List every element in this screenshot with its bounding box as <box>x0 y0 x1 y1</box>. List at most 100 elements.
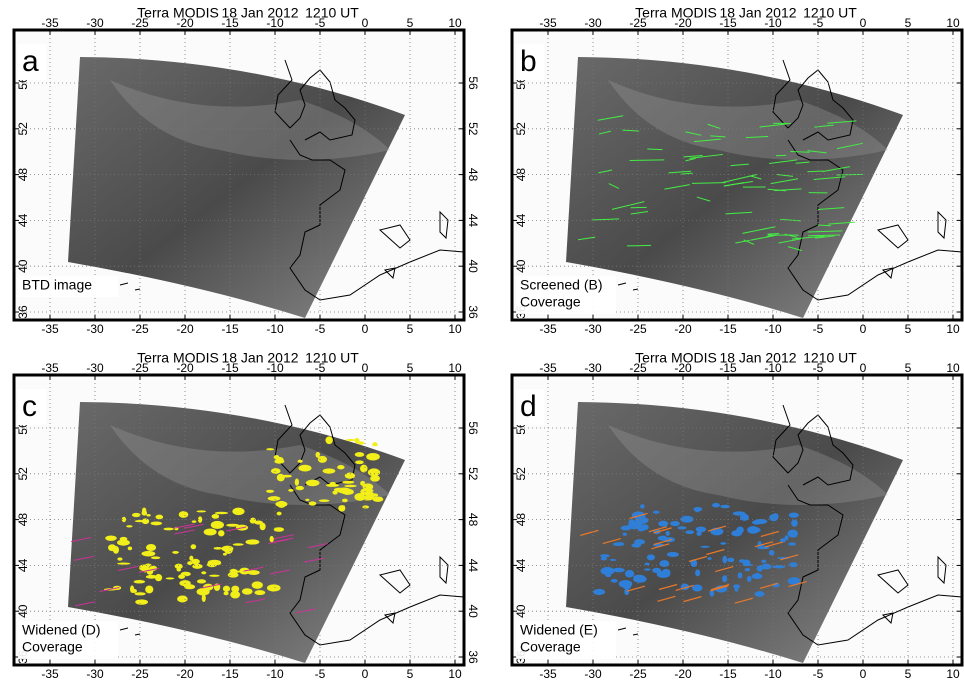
coverage-blob <box>120 537 128 541</box>
title-date: 18 Jan 2012 <box>221 5 298 21</box>
coverage-blob <box>344 485 356 487</box>
coverage-blob <box>298 465 311 472</box>
title-instrument: Terra MODIS <box>635 350 717 366</box>
coverage-blob <box>191 544 197 549</box>
coverage-blob <box>245 539 259 544</box>
coverage-blob <box>769 514 778 521</box>
lon-tick-label: 5 <box>407 322 414 336</box>
coverage-blob <box>177 596 188 603</box>
coverage-blob <box>196 510 206 512</box>
coverage-blob <box>346 439 355 441</box>
lon-tick-label: 0 <box>860 361 867 375</box>
coverage-blob <box>619 542 624 544</box>
panel-caption: Screened (B) <box>520 277 602 293</box>
coverage-blob <box>720 542 726 545</box>
lon-tick-label: -25 <box>629 322 647 336</box>
coverage-blob <box>739 559 746 563</box>
panel-letter: a <box>22 45 39 78</box>
lon-tick-label: -30 <box>584 322 602 336</box>
lon-tick-label: -30 <box>584 16 602 30</box>
coverage-blob <box>659 560 669 567</box>
lon-tick-label: 0 <box>362 667 369 681</box>
coverage-blob <box>700 546 710 548</box>
coverage-blob <box>128 547 132 551</box>
lon-tick-label: 5 <box>905 16 912 30</box>
coverage-blob <box>791 577 797 585</box>
lon-tick-label: -30 <box>584 361 602 375</box>
coverage-blob <box>355 452 365 457</box>
coverage-blob <box>708 557 712 560</box>
lon-tick-label: -15 <box>719 322 737 336</box>
lon-tick-label: -15 <box>221 322 239 336</box>
lon-tick-label: -20 <box>674 667 692 681</box>
panel-caption: Coverage <box>520 294 581 310</box>
lon-tick-label: 5 <box>905 667 912 681</box>
coverage-blob <box>593 589 605 595</box>
coverage-blob <box>277 501 286 508</box>
lat-tick-label: 44 <box>514 558 528 572</box>
coverage-blob <box>132 513 141 517</box>
coverage-blob <box>772 565 785 568</box>
lat-tick-label: 36 <box>466 650 480 664</box>
lon-tick-label: 5 <box>905 361 912 375</box>
coverage-blob <box>270 536 274 542</box>
coverage-blob <box>117 557 122 560</box>
coverage-blob <box>600 554 610 557</box>
coverage-blob <box>789 562 798 567</box>
lon-tick-label: -20 <box>176 322 194 336</box>
coverage-blob <box>788 530 798 538</box>
lon-tick-label: 5 <box>407 16 414 30</box>
lon-tick-label: 0 <box>362 16 369 30</box>
coverage-blob <box>266 490 274 493</box>
coverage-blob <box>134 580 146 583</box>
coverage-blob <box>226 524 239 527</box>
coverage-blob <box>145 586 153 594</box>
lat-tick-label: 52 <box>514 467 528 481</box>
coverage-blob <box>366 453 380 461</box>
lon-tick-label: 5 <box>407 667 414 681</box>
title-time: 1210 UT <box>305 5 359 21</box>
coverage-blob <box>233 570 240 573</box>
panel-caption: Widened (E) <box>520 622 598 638</box>
panel-letter: c <box>22 390 37 423</box>
lon-tick-label: -10 <box>764 322 782 336</box>
coverage-blob <box>638 526 645 531</box>
coverage-blob <box>601 557 607 561</box>
lon-tick-label: -5 <box>813 667 824 681</box>
coverage-blob <box>362 505 369 508</box>
coverage-blob <box>275 528 279 531</box>
lon-tick-label: -30 <box>86 322 104 336</box>
coverage-blob <box>323 468 336 473</box>
lat-tick-label: 52 <box>466 467 480 481</box>
lat-tick-label: 44 <box>514 213 528 227</box>
lat-tick-label: 48 <box>466 168 480 182</box>
coverage-blob <box>600 567 614 575</box>
coverage-blob <box>761 560 766 563</box>
contrail-line <box>627 245 651 246</box>
coverage-blob <box>326 484 339 487</box>
coverage-blob <box>633 575 645 579</box>
figure: -35-35-30-30-25-25-20-20-15-15-10-10-5-5… <box>0 0 964 689</box>
lat-tick-label: 36 <box>466 305 480 319</box>
coverage-blob <box>134 592 145 595</box>
coverage-blob <box>189 556 193 561</box>
panel-letter: b <box>520 45 537 78</box>
lon-tick-label: 10 <box>448 322 462 336</box>
lon-tick-label: -15 <box>719 667 737 681</box>
coverage-blob <box>274 455 280 459</box>
coverage-blob <box>135 599 148 604</box>
coverage-blob <box>753 519 767 524</box>
coverage-blob <box>755 591 765 597</box>
lon-tick-label: -35 <box>539 667 557 681</box>
lon-tick-label: -10 <box>266 667 284 681</box>
coverage-blob <box>605 574 611 577</box>
coverage-blob <box>634 539 645 544</box>
lat-tick-label: 56 <box>466 76 480 90</box>
lat-tick-label: 52 <box>514 122 528 136</box>
coverage-blob <box>232 508 244 515</box>
lon-tick-label: -30 <box>584 667 602 681</box>
coverage-blob <box>163 528 173 531</box>
coverage-blob <box>747 526 759 534</box>
lon-tick-label: 10 <box>946 667 960 681</box>
coverage-blob <box>653 511 660 514</box>
